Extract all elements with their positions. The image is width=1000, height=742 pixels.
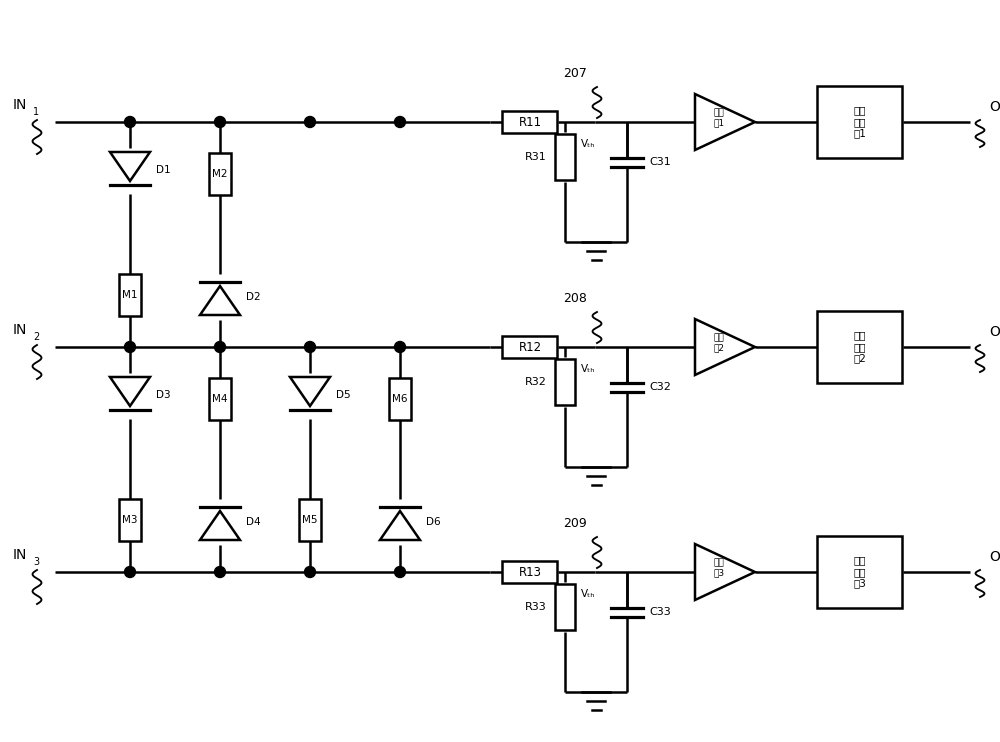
Circle shape	[394, 341, 406, 352]
Circle shape	[304, 566, 316, 577]
Text: C33: C33	[649, 607, 671, 617]
Bar	[817, 86, 902, 158]
Text: 207: 207	[563, 67, 587, 80]
Bar	[209, 378, 231, 420]
Polygon shape	[200, 511, 240, 540]
Text: R12: R12	[518, 341, 542, 353]
Text: M2: M2	[212, 169, 228, 179]
Polygon shape	[380, 511, 420, 540]
Bar	[817, 536, 902, 608]
Text: M6: M6	[392, 394, 408, 404]
Text: IN: IN	[13, 548, 27, 562]
Polygon shape	[290, 377, 330, 406]
Polygon shape	[695, 544, 755, 600]
Circle shape	[124, 341, 136, 352]
Text: M5: M5	[302, 515, 318, 525]
Circle shape	[124, 566, 136, 577]
Bar	[502, 111, 557, 133]
Text: D4: D4	[246, 517, 261, 527]
Text: R13: R13	[518, 565, 542, 579]
Bar	[555, 134, 575, 180]
Text: Vₜₕ: Vₜₕ	[581, 364, 596, 374]
Bar	[119, 499, 141, 541]
Polygon shape	[695, 94, 755, 150]
Text: D1: D1	[156, 165, 171, 175]
Text: 3: 3	[33, 557, 39, 567]
Bar	[389, 378, 411, 420]
Text: M4: M4	[212, 394, 228, 404]
Text: OUT: OUT	[989, 325, 1000, 339]
Circle shape	[304, 116, 316, 128]
Text: 信号
发生
器2: 信号 发生 器2	[854, 330, 866, 364]
Text: D3: D3	[156, 390, 171, 400]
Text: IN: IN	[13, 323, 27, 337]
Text: M1: M1	[122, 290, 138, 300]
Text: 208: 208	[563, 292, 587, 305]
Text: 比较
器1: 比较 器1	[713, 108, 725, 128]
Bar	[299, 499, 321, 541]
Bar	[209, 153, 231, 195]
Text: OUT: OUT	[989, 550, 1000, 564]
Text: 2: 2	[33, 332, 39, 342]
Text: Vₜₕ: Vₜₕ	[581, 139, 596, 149]
Text: 1: 1	[33, 107, 39, 117]
Text: Vₜₕ: Vₜₕ	[581, 589, 596, 599]
Polygon shape	[200, 286, 240, 315]
Text: C32: C32	[649, 382, 671, 392]
Circle shape	[214, 566, 226, 577]
Polygon shape	[110, 377, 150, 406]
Text: D2: D2	[246, 292, 261, 302]
Text: D5: D5	[336, 390, 351, 400]
Text: D6: D6	[426, 517, 441, 527]
Text: R33: R33	[525, 602, 547, 612]
Circle shape	[394, 116, 406, 128]
Text: C31: C31	[649, 157, 671, 167]
Circle shape	[124, 116, 136, 128]
Polygon shape	[695, 319, 755, 375]
Text: 比较
器3: 比较 器3	[713, 558, 725, 578]
Bar	[817, 311, 902, 383]
Circle shape	[214, 341, 226, 352]
Text: IN: IN	[13, 98, 27, 112]
Text: R11: R11	[518, 116, 542, 128]
Text: 209: 209	[563, 517, 587, 530]
Bar	[502, 336, 557, 358]
Text: R32: R32	[525, 377, 547, 387]
Circle shape	[394, 566, 406, 577]
Circle shape	[214, 116, 226, 128]
Text: 比较
器2: 比较 器2	[714, 333, 724, 352]
Text: R31: R31	[525, 152, 547, 162]
Bar	[502, 561, 557, 583]
Text: M3: M3	[122, 515, 138, 525]
Text: 信号
发生
器1: 信号 发生 器1	[854, 105, 866, 139]
Bar	[555, 359, 575, 405]
Text: OUT: OUT	[989, 100, 1000, 114]
Text: 信号
发生
器3: 信号 发生 器3	[854, 556, 866, 588]
Polygon shape	[110, 152, 150, 181]
Circle shape	[304, 341, 316, 352]
Bar	[119, 274, 141, 316]
Bar	[555, 584, 575, 630]
